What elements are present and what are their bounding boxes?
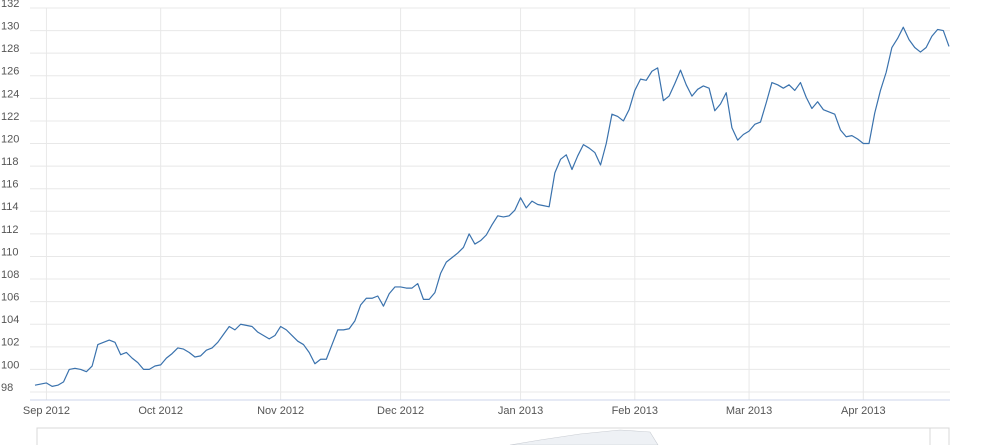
x-tick-label: Feb 2013	[612, 405, 658, 417]
y-tick-label: 106	[1, 292, 19, 304]
y-tick-label: 112	[1, 224, 19, 236]
y-tick-label: 104	[1, 314, 19, 326]
y-tick-label: 128	[1, 43, 19, 55]
x-tick-label: Oct 2012	[138, 405, 183, 417]
y-tick-label: 100	[1, 359, 19, 371]
y-tick-label: 124	[1, 88, 19, 100]
y-tick-label: 110	[1, 246, 19, 258]
y-tick-label: 108	[1, 269, 19, 281]
y-tick-label: 118	[1, 156, 19, 168]
y-tick-label: 98	[1, 382, 13, 394]
navigator-frame	[36, 427, 950, 445]
x-tick-label: Nov 2012	[257, 405, 304, 417]
y-tick-label: 116	[1, 179, 19, 191]
x-tick-label: Sep 2012	[23, 405, 70, 417]
price-line	[34, 26, 950, 387]
navigator-series	[509, 429, 659, 445]
navigator	[36, 427, 950, 445]
x-tick-label: Dec 2012	[377, 405, 424, 417]
y-tick-label: 130	[1, 20, 19, 32]
y-tick-label: 102	[1, 337, 19, 349]
y-tick-label: 120	[1, 133, 19, 145]
y-tick-label: 126	[1, 66, 19, 78]
y-tick-label: 122	[1, 111, 19, 123]
y-tick-label: 114	[1, 201, 19, 213]
y-tick-label: 132	[1, 0, 19, 10]
x-tick-label: Apr 2013	[841, 405, 886, 417]
x-tick-label: Mar 2013	[726, 405, 772, 417]
x-tick-label: Jan 2013	[498, 405, 543, 417]
